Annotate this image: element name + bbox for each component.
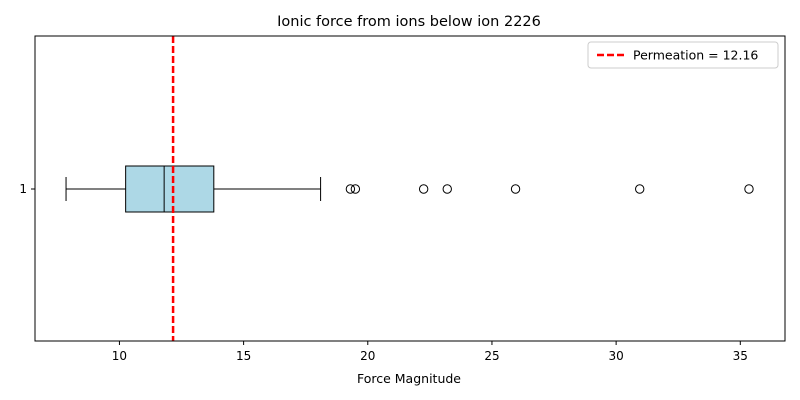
outlier-point: [744, 184, 754, 194]
chart-title: Ionic force from ions below ion 2226: [277, 14, 541, 30]
outlier-point: [635, 184, 645, 194]
legend: Permeation = 12.16: [587, 41, 779, 69]
box-iqr: [125, 165, 215, 213]
y-tick-label: 1: [19, 182, 27, 196]
legend-box: [587, 41, 779, 69]
x-axis: 10 15 20 25 30 35: [112, 341, 748, 363]
x-tick-label: 30: [608, 349, 623, 363]
x-tick-label: 20: [360, 349, 375, 363]
x-tick-label: 10: [112, 349, 127, 363]
outlier-point: [345, 184, 356, 194]
outlier-point: [510, 184, 521, 194]
outlier-point: [442, 184, 452, 194]
outlier-point: [418, 184, 429, 194]
x-tick-label: 25: [484, 349, 499, 363]
x-axis-label: Force Magnitude: [357, 371, 461, 386]
outlier-point: [350, 184, 361, 194]
x-tick-label: 35: [733, 349, 748, 363]
plot-area: [65, 36, 754, 341]
x-tick-label: 15: [236, 349, 251, 363]
y-axis: 1: [19, 182, 35, 196]
legend-label-permeation: Permeation = 12.16: [633, 48, 758, 63]
